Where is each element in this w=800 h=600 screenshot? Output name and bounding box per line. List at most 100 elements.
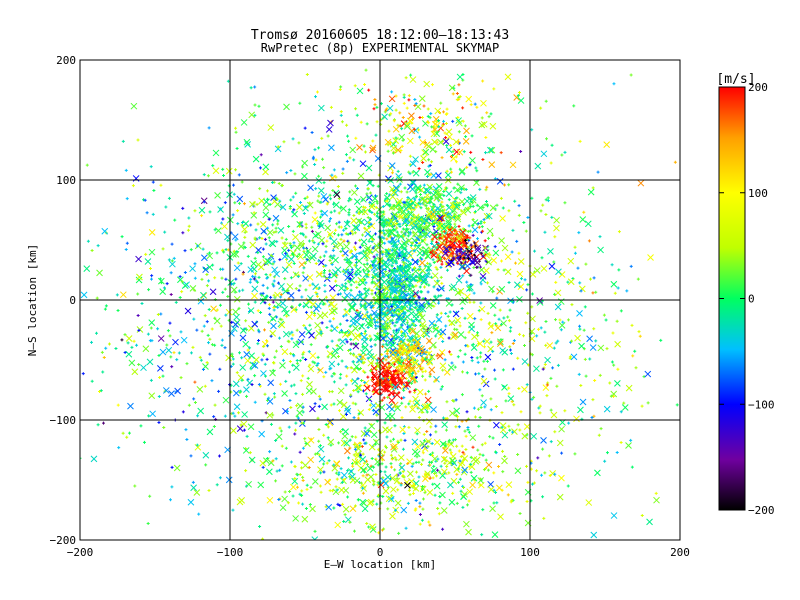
data-point-x [381, 113, 388, 121]
x-tick-label: −100 [217, 546, 244, 559]
data-point-plus [417, 307, 421, 311]
data-point-plus [413, 197, 417, 201]
data-point-plus [308, 283, 312, 287]
data-point-plus [256, 342, 260, 346]
data-point-x [540, 437, 547, 444]
data-point-plus [291, 333, 295, 337]
data-point-plus [458, 349, 462, 353]
data-point-plus [189, 351, 193, 355]
colorbar-tick-label: 100 [748, 187, 768, 200]
data-point-x [498, 237, 505, 244]
data-point-plus [425, 410, 429, 414]
data-point-plus [294, 308, 298, 312]
data-point-plus [573, 251, 577, 255]
data-point-plus [400, 127, 404, 131]
data-point-plus [431, 476, 435, 480]
data-point-plus [446, 314, 450, 318]
data-point-plus [549, 161, 553, 165]
data-point-x [381, 361, 388, 369]
data-point-plus [300, 295, 304, 299]
data-point-plus [317, 194, 321, 198]
data-point-x [614, 380, 621, 387]
data-point-plus [271, 361, 275, 365]
data-point-plus [318, 328, 322, 332]
data-point-plus [245, 328, 249, 332]
data-point-plus [414, 372, 418, 376]
data-point-x [260, 227, 268, 235]
data-point-plus [482, 359, 486, 363]
data-point-plus [604, 318, 608, 322]
data-point-plus [168, 321, 172, 325]
data-point-plus [489, 112, 493, 116]
data-point-plus [289, 460, 293, 464]
data-point-plus [387, 251, 391, 255]
data-point-plus [390, 318, 394, 322]
data-point-plus [467, 330, 471, 334]
data-point-plus [205, 320, 209, 324]
data-point-x [278, 282, 285, 290]
data-point-x [290, 483, 297, 491]
data-point-plus [523, 278, 527, 282]
data-point-plus [291, 494, 295, 498]
data-point-plus [453, 365, 457, 369]
data-point-plus [382, 292, 386, 296]
data-point-plus [367, 88, 371, 92]
data-point-plus [473, 317, 477, 321]
data-point-plus [410, 241, 414, 245]
data-point-plus [451, 438, 455, 442]
data-point-plus [288, 206, 292, 210]
data-point-plus [355, 285, 359, 289]
data-point-plus [480, 394, 484, 398]
data-point-plus [318, 255, 322, 259]
data-point-plus [383, 421, 387, 425]
data-point-plus [410, 218, 414, 222]
data-point-plus [403, 438, 407, 442]
data-point-x [90, 455, 98, 463]
data-point-plus [510, 250, 514, 254]
data-point-x [357, 172, 365, 180]
data-point-x [409, 185, 416, 193]
data-point-plus [293, 432, 297, 436]
data-point-plus [280, 444, 284, 448]
data-point-plus [591, 291, 595, 295]
data-point-x [516, 270, 524, 278]
data-point-x [198, 206, 206, 214]
data-point-x [243, 386, 250, 394]
data-point-plus [325, 325, 329, 329]
data-point-plus [417, 167, 421, 171]
data-point-plus [478, 355, 482, 359]
data-point-plus [391, 321, 395, 325]
data-point-plus [441, 208, 445, 212]
data-point-plus [546, 199, 550, 203]
data-point-plus [158, 376, 162, 380]
data-point-plus [361, 474, 365, 478]
data-point-plus [124, 168, 128, 172]
data-point-plus [368, 181, 372, 185]
data-point-plus [133, 484, 137, 488]
data-point-x [419, 273, 426, 281]
data-point-plus [427, 389, 431, 393]
data-point-plus [350, 229, 354, 233]
data-point-x [128, 359, 136, 367]
data-point-plus [286, 289, 290, 293]
data-point-plus [343, 513, 347, 517]
data-point-plus [498, 442, 502, 446]
data-point-plus [446, 215, 450, 219]
data-point-x [356, 87, 364, 95]
data-point-plus [236, 261, 240, 265]
data-point-plus [314, 262, 318, 265]
data-point-plus [405, 227, 409, 231]
data-point-plus [488, 435, 492, 439]
data-point-plus [517, 251, 521, 255]
data-point-x [225, 476, 233, 484]
data-point-plus [328, 275, 332, 279]
data-point-plus [615, 319, 619, 323]
data-point-plus [253, 113, 257, 117]
data-point-plus [238, 391, 242, 395]
data-point-plus [369, 345, 373, 349]
data-point-plus [578, 327, 582, 331]
data-point-plus [369, 266, 373, 270]
data-point-x [262, 163, 270, 171]
data-point-x [390, 486, 397, 493]
data-point-x [401, 327, 409, 335]
